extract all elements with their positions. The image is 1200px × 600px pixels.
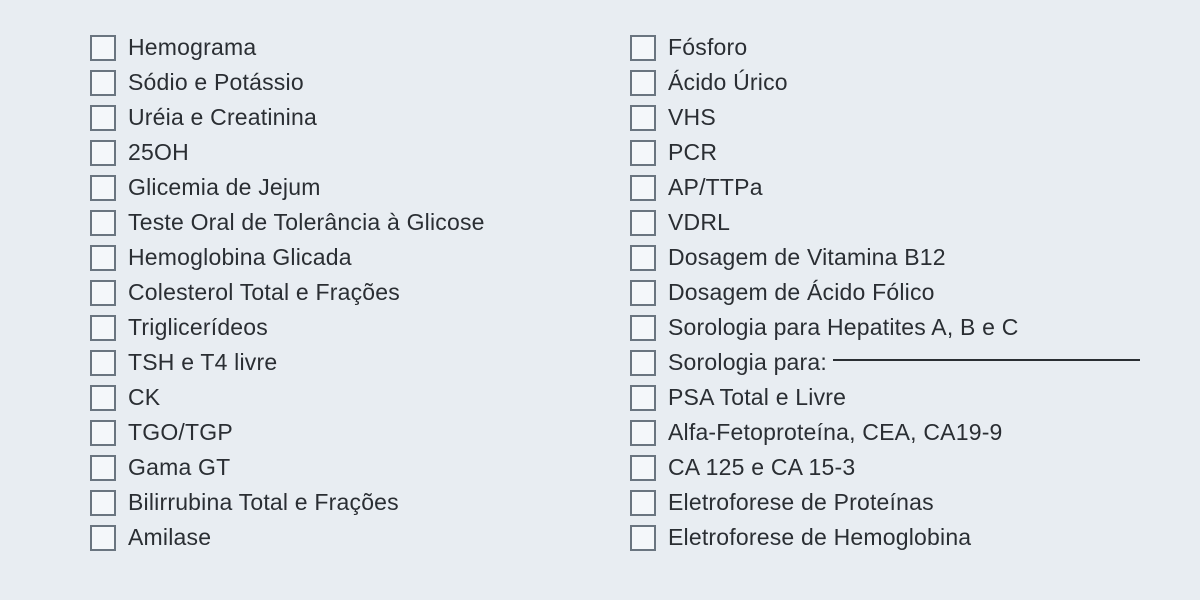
exam-item: Glicemia de Jejum: [90, 170, 600, 205]
exam-label: 25OH: [128, 135, 189, 170]
exam-item: Bilirrubina Total e Frações: [90, 485, 600, 520]
exam-label: Glicemia de Jejum: [128, 170, 321, 205]
exam-item: 25OH: [90, 135, 600, 170]
exam-label: Colesterol Total e Frações: [128, 275, 400, 310]
checkbox[interactable]: [630, 525, 656, 551]
left-column: HemogramaSódio e PotássioUréia e Creatin…: [90, 30, 600, 555]
checkbox[interactable]: [90, 140, 116, 166]
exam-label: Teste Oral de Tolerância à Glicose: [128, 205, 485, 240]
exam-item: Amilase: [90, 520, 600, 555]
exam-label: PSA Total e Livre: [668, 380, 846, 415]
checkbox[interactable]: [630, 175, 656, 201]
checkbox[interactable]: [90, 490, 116, 516]
exam-label: TGO/TGP: [128, 415, 233, 450]
checkbox[interactable]: [90, 105, 116, 131]
exam-label: PCR: [668, 135, 717, 170]
checkbox[interactable]: [630, 455, 656, 481]
checkbox[interactable]: [630, 70, 656, 96]
exam-item: CA 125 e CA 15-3: [630, 450, 1140, 485]
exam-request-form: HemogramaSódio e PotássioUréia e Creatin…: [0, 0, 1200, 600]
exam-item: PSA Total e Livre: [630, 380, 1140, 415]
right-column: FósforoÁcido ÚricoVHSPCRAP/TTPaVDRLDosag…: [630, 30, 1140, 555]
exam-label: Triglicerídeos: [128, 310, 268, 345]
exam-label: Bilirrubina Total e Frações: [128, 485, 399, 520]
exam-label: Sorologia para Hepatites A, B e C: [668, 310, 1019, 345]
exam-item: Eletroforese de Proteínas: [630, 485, 1140, 520]
exam-label: Dosagem de Vitamina B12: [668, 240, 946, 275]
exam-label: TSH e T4 livre: [128, 345, 277, 380]
exam-item: TSH e T4 livre: [90, 345, 600, 380]
checkbox[interactable]: [90, 385, 116, 411]
exam-label: CK: [128, 380, 160, 415]
exam-label: Sódio e Potássio: [128, 65, 304, 100]
checkbox[interactable]: [90, 525, 116, 551]
checkbox[interactable]: [630, 245, 656, 271]
checkbox[interactable]: [630, 210, 656, 236]
exam-item: TGO/TGP: [90, 415, 600, 450]
exam-label: Gama GT: [128, 450, 230, 485]
exam-item: Fósforo: [630, 30, 1140, 65]
checkbox[interactable]: [630, 105, 656, 131]
exam-item: Hemoglobina Glicada: [90, 240, 600, 275]
exam-item: Hemograma: [90, 30, 600, 65]
exam-label: Amilase: [128, 520, 211, 555]
exam-item: VDRL: [630, 205, 1140, 240]
checkbox[interactable]: [630, 280, 656, 306]
checkbox[interactable]: [630, 490, 656, 516]
exam-label: Hemoglobina Glicada: [128, 240, 352, 275]
exam-item: Uréia e Creatinina: [90, 100, 600, 135]
checkbox[interactable]: [630, 420, 656, 446]
exam-item: Sorologia para:: [630, 345, 1140, 380]
checkbox[interactable]: [90, 350, 116, 376]
exam-label: Uréia e Creatinina: [128, 100, 317, 135]
checkbox[interactable]: [630, 35, 656, 61]
exam-item: Triglicerídeos: [90, 310, 600, 345]
exam-item: Dosagem de Vitamina B12: [630, 240, 1140, 275]
exam-item: AP/TTPa: [630, 170, 1140, 205]
checkbox[interactable]: [90, 315, 116, 341]
exam-label: Hemograma: [128, 30, 256, 65]
exam-label: CA 125 e CA 15-3: [668, 450, 855, 485]
checkbox[interactable]: [630, 315, 656, 341]
exam-item: Sorologia para Hepatites A, B e C: [630, 310, 1140, 345]
exam-label: Alfa-Fetoproteína, CEA, CA19-9: [668, 415, 1003, 450]
checkbox[interactable]: [90, 420, 116, 446]
exam-item: Eletroforese de Hemoglobina: [630, 520, 1140, 555]
exam-item: Teste Oral de Tolerância à Glicose: [90, 205, 600, 240]
form-columns: HemogramaSódio e PotássioUréia e Creatin…: [90, 30, 1140, 555]
exam-item: VHS: [630, 100, 1140, 135]
checkbox[interactable]: [90, 245, 116, 271]
exam-label: Sorologia para:: [668, 345, 827, 380]
exam-item: CK: [90, 380, 600, 415]
exam-label: AP/TTPa: [668, 170, 763, 205]
exam-label: VDRL: [668, 205, 730, 240]
exam-item: Dosagem de Ácido Fólico: [630, 275, 1140, 310]
checkbox[interactable]: [630, 350, 656, 376]
checkbox[interactable]: [630, 385, 656, 411]
exam-item: Colesterol Total e Frações: [90, 275, 600, 310]
exam-label: VHS: [668, 100, 716, 135]
exam-item: Gama GT: [90, 450, 600, 485]
exam-item: PCR: [630, 135, 1140, 170]
exam-item: Ácido Úrico: [630, 65, 1140, 100]
checkbox[interactable]: [630, 140, 656, 166]
exam-label: Eletroforese de Proteínas: [668, 485, 934, 520]
exam-label: Fósforo: [668, 30, 747, 65]
fill-in-line[interactable]: [833, 359, 1140, 361]
checkbox[interactable]: [90, 175, 116, 201]
exam-label: Dosagem de Ácido Fólico: [668, 275, 935, 310]
checkbox[interactable]: [90, 210, 116, 236]
exam-item: Sódio e Potássio: [90, 65, 600, 100]
checkbox[interactable]: [90, 35, 116, 61]
checkbox[interactable]: [90, 455, 116, 481]
exam-label: Ácido Úrico: [668, 65, 788, 100]
checkbox[interactable]: [90, 70, 116, 96]
checkbox[interactable]: [90, 280, 116, 306]
exam-label: Eletroforese de Hemoglobina: [668, 520, 971, 555]
exam-item: Alfa-Fetoproteína, CEA, CA19-9: [630, 415, 1140, 450]
